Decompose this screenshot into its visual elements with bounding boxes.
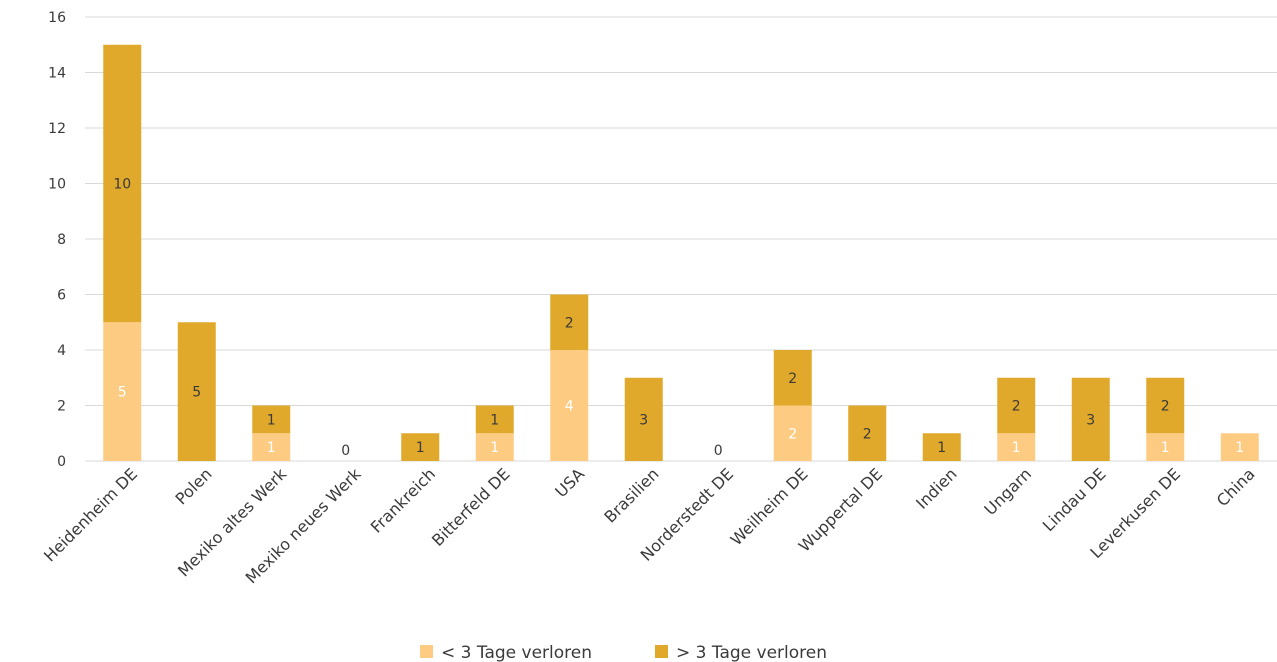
bar-segment-under-3-days xyxy=(1146,433,1185,461)
data-label: 2 xyxy=(863,426,872,442)
data-label-zero: 0 xyxy=(714,443,723,459)
legend-swatch-under-3-days xyxy=(420,645,433,658)
y-tick-label: 14 xyxy=(48,66,66,82)
legend-label-under-3-days: < 3 Tage verloren xyxy=(441,643,592,662)
x-category-label: Ungarn xyxy=(980,464,1035,519)
bar-segment-under-3-days xyxy=(103,322,142,461)
data-label: 10 xyxy=(113,177,131,193)
x-category-label: Brasilien xyxy=(600,464,662,526)
legend: < 3 Tage verloren > 3 Tage verloren xyxy=(420,643,827,662)
y-tick-label: 12 xyxy=(48,121,66,137)
bar-segment-under-3-days xyxy=(475,433,514,461)
bar-segment-over-3-days xyxy=(773,350,812,406)
bar-segment-under-3-days xyxy=(773,405,812,461)
data-label: 2 xyxy=(565,315,574,331)
bar-segment-under-3-days xyxy=(252,433,291,461)
legend-label-over-3-days: > 3 Tage verloren xyxy=(676,643,827,662)
bar-segment-under-3-days xyxy=(997,433,1036,461)
bar-segment-over-3-days xyxy=(997,377,1036,434)
y-tick-label: 6 xyxy=(57,288,66,304)
data-label: 2 xyxy=(1012,399,1021,415)
data-label: 3 xyxy=(1086,412,1095,428)
x-category-label: Weilheim DE xyxy=(727,464,812,549)
data-label: 1 xyxy=(267,440,276,456)
bar-segment-over-3-days xyxy=(401,433,440,461)
y-axis-ticks: 0 2 4 6 8 10 12 14 16 xyxy=(48,10,66,470)
bar-segment-over-3-days xyxy=(922,433,961,461)
data-label: 1 xyxy=(267,412,276,428)
x-category-label: Lindau DE xyxy=(1039,464,1110,535)
y-tick-label: 10 xyxy=(48,177,66,193)
x-category-label: Heidenheim DE xyxy=(40,464,141,565)
legend-swatch-over-3-days xyxy=(655,645,668,658)
bar-segment-under-3-days xyxy=(550,350,589,461)
data-label: 4 xyxy=(565,399,574,415)
bar-segment-over-3-days xyxy=(177,322,216,461)
x-category-label: China xyxy=(1213,464,1259,510)
bar-segment-over-3-days xyxy=(624,377,663,461)
data-label: 5 xyxy=(192,385,201,401)
data-label: 2 xyxy=(1161,399,1170,415)
data-label-zero: 0 xyxy=(341,443,350,459)
bar-segment-over-3-days xyxy=(550,294,589,350)
x-category-label: Indien xyxy=(912,464,960,512)
y-tick-label: 0 xyxy=(57,454,66,470)
bar-segment-over-3-days xyxy=(475,405,514,434)
data-label: 2 xyxy=(788,371,797,387)
y-tick-label: 8 xyxy=(57,232,66,248)
bar-segment-over-3-days xyxy=(848,405,887,461)
bar-segment-over-3-days xyxy=(1146,377,1185,434)
y-tick-label: 2 xyxy=(57,399,66,415)
bars xyxy=(103,44,1259,461)
x-category-label: Bitterfeld DE xyxy=(428,464,514,550)
data-label: 1 xyxy=(1012,440,1021,456)
bar-segment-over-3-days xyxy=(252,405,291,434)
data-label: 1 xyxy=(490,440,499,456)
data-label: 1 xyxy=(490,412,499,428)
bar-segment-over-3-days xyxy=(1071,377,1110,461)
y-tick-label: 16 xyxy=(48,10,66,26)
x-category-label: USA xyxy=(551,464,588,501)
data-label: 1 xyxy=(937,440,946,456)
data-label: 3 xyxy=(639,412,648,428)
data-label: 2 xyxy=(788,426,797,442)
y-tick-label: 4 xyxy=(57,343,66,359)
data-label: 1 xyxy=(416,440,425,456)
x-category-label: Polen xyxy=(172,464,216,508)
x-category-label: Frankreich xyxy=(367,464,439,536)
data-label: 5 xyxy=(118,385,127,401)
data-label: 1 xyxy=(1235,440,1244,456)
bar-segment-under-3-days xyxy=(1220,433,1259,461)
data-label: 1 xyxy=(1161,440,1170,456)
bar-segment-over-3-days xyxy=(103,44,142,323)
